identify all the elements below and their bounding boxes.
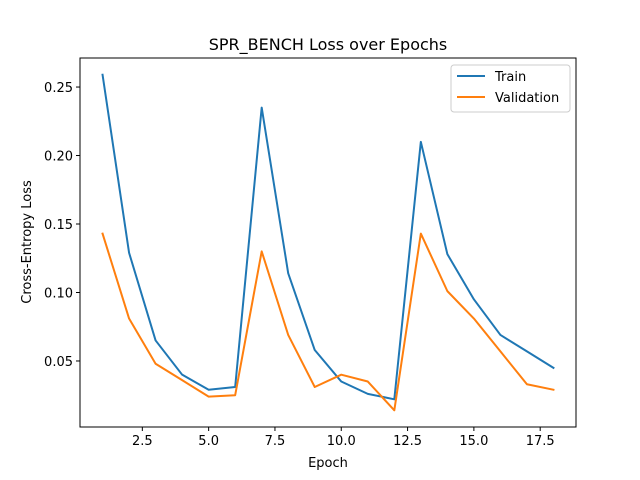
y-axis-label: Cross-Entropy Loss — [20, 180, 35, 304]
x-tick-label: 15.0 — [459, 434, 488, 449]
chart-title: SPR_BENCH Loss over Epochs — [209, 35, 448, 55]
x-axis-label: Epoch — [308, 456, 348, 471]
x-axis-ticks: 2.5 5.0 7.5 10.0 12.5 15.0 17.5 — [132, 427, 555, 449]
series-line-train — [101, 73, 555, 401]
plot-frame — [79, 57, 577, 428]
y-tick-label: 0.25 — [44, 81, 73, 96]
y-axis-ticks: 0.05 0.10 0.15 0.20 0.25 — [44, 81, 80, 370]
legend-label-train: Train — [494, 70, 526, 85]
series-layer — [101, 73, 555, 412]
x-tick-label: 12.5 — [393, 434, 422, 449]
y-tick-label: 0.20 — [44, 150, 73, 165]
y-tick-label: 0.10 — [44, 286, 73, 301]
x-tick-label: 17.5 — [526, 434, 555, 449]
series-line-validation — [101, 232, 555, 412]
legend-label-validation: Validation — [495, 91, 559, 106]
x-tick-label: 7.5 — [265, 434, 286, 449]
y-tick-label: 0.15 — [44, 218, 73, 233]
y-tick-label: 0.05 — [44, 355, 73, 370]
legend: Train Validation — [450, 64, 571, 113]
x-tick-label: 10.0 — [327, 434, 356, 449]
x-tick-label: 2.5 — [132, 434, 153, 449]
x-tick-label: 5.0 — [198, 434, 219, 449]
